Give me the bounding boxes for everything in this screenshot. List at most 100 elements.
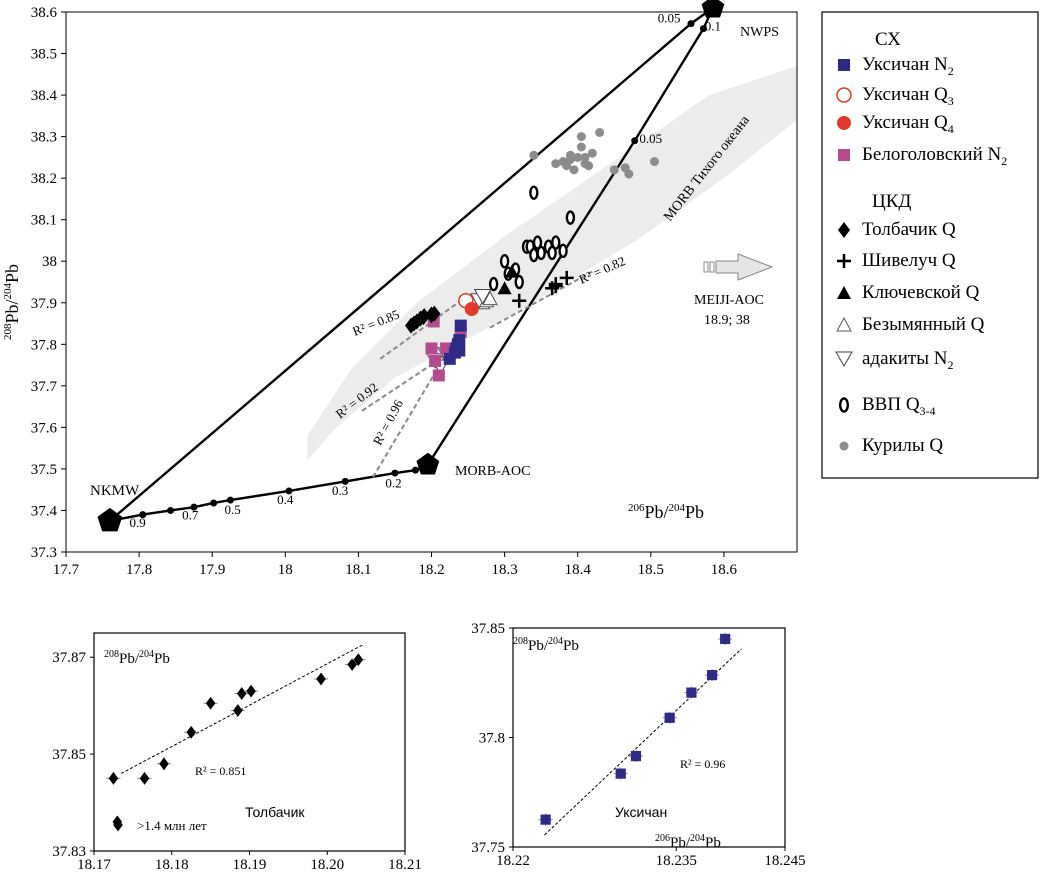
point-3-1 xyxy=(429,354,442,367)
y-tick-label-0: 37.3 xyxy=(31,545,57,561)
main-axes: 17.7 17.8 17.9 18 18.1 18.2 18.3 18.4 18.5 18.6 37… xyxy=(31,5,798,578)
y-tick-label-7: 38 xyxy=(42,254,57,270)
mixing-label-morb_nwps-0: 0.05 xyxy=(639,131,662,146)
x-tick-label-1: 17.8 xyxy=(126,562,152,578)
point-10-12 xyxy=(595,127,605,137)
point-9-4 xyxy=(514,274,524,290)
inset2-point-3 xyxy=(664,712,675,723)
point-10-18 xyxy=(580,159,590,169)
y-tick-label-4: 37.7 xyxy=(31,379,58,395)
x-tick-label-5: 18.2 xyxy=(418,562,444,578)
inset2-y-tick-label-0: 37.75 xyxy=(471,840,505,856)
mixing-label-nkmw_nwps-0: 0.05 xyxy=(658,10,681,25)
point-4-5 xyxy=(418,308,431,325)
inset2-point-6 xyxy=(720,633,731,645)
legend-label-4: Толбачик Q xyxy=(862,219,956,240)
legend-marker-9 xyxy=(838,397,850,413)
regression-r2-2: R² = 0.96 xyxy=(370,397,407,448)
inset1-point-8 xyxy=(316,672,326,686)
inset1-point-9 xyxy=(347,658,357,671)
inset1-point-5 xyxy=(233,704,243,717)
y-tick-label-11: 38.4 xyxy=(31,88,58,104)
x-tick-label-9: 18.6 xyxy=(711,562,738,578)
y-tick-label-2: 37.5 xyxy=(31,462,57,478)
mixing-label-nkmw_morb-4: 0.3 xyxy=(332,483,348,498)
mixing-tick-nkmw_morb-6 xyxy=(341,477,349,485)
legend-label-9: ВВП Q3-4 xyxy=(862,394,936,418)
inset1-x-tick-label-2: 18.19 xyxy=(233,857,267,873)
inset1-y-tick-label-0: 37.83 xyxy=(52,844,86,860)
main-y-axis-label: 208Pb/204Pb xyxy=(2,264,22,340)
inset1-point-4 xyxy=(205,696,216,710)
legend-label-text-7: Безымянный Q xyxy=(862,314,985,335)
legend-marker-5 xyxy=(837,254,851,268)
legend-label-text-6: Ключевской Q xyxy=(862,282,980,303)
legend-label-0: Уксичан N2 xyxy=(862,54,954,78)
legend-label-text-5: Шивелуч Q xyxy=(862,250,956,271)
legend-label-sub-8: 2 xyxy=(947,358,953,372)
x-tick-label-6: 18.3 xyxy=(491,562,517,578)
x-tick-label-8: 18.5 xyxy=(638,562,664,578)
inset1-point-7 xyxy=(246,684,256,698)
inset1-point-0 xyxy=(108,771,119,785)
legend-label-3: Белоголовский N2 xyxy=(862,144,1007,168)
mixing-label-nkmw_morb-1: 0.7 xyxy=(182,508,199,523)
inset2-y-tick-label-2: 37.85 xyxy=(471,621,505,637)
point-10-0 xyxy=(529,150,539,160)
point-9-1 xyxy=(499,254,510,269)
inset-tolbachik: 18.17 18.18 18.19 18.20 18.21 37.83 37.85 37.87… xyxy=(52,632,422,873)
point-5-3 xyxy=(559,270,574,285)
mixing-tick-nkmw_morb-0 xyxy=(139,511,147,519)
point-2-0 xyxy=(464,302,479,316)
point-9-12 xyxy=(551,235,561,250)
legend-marker-2 xyxy=(837,116,851,130)
inset1-y-tick-label-2: 37.87 xyxy=(52,650,86,666)
x-tick-label-3: 18 xyxy=(278,562,293,578)
legend-label-text-4: Толбачик Q xyxy=(862,219,956,240)
point-9-15 xyxy=(529,185,539,200)
inset1-point-6 xyxy=(236,687,247,700)
legend-label-5: Шивелуч Q xyxy=(862,250,956,271)
inset2-point-5 xyxy=(707,669,718,681)
mixing-tick-morb_nwps-0 xyxy=(631,137,639,145)
inset1-point-1 xyxy=(139,771,150,785)
main-chart: 0.9 0.7 0.50.40.3 0.20.050.050.1 R² = 0.85R… xyxy=(2,0,798,578)
inset1-note-marker xyxy=(113,818,123,832)
point-10-5 xyxy=(569,165,579,175)
label-nwps: NWPS xyxy=(740,25,779,40)
legend-label-sub-0: 2 xyxy=(948,64,954,78)
label-meiji: MEIJI-AOC xyxy=(694,293,764,308)
mixing-label-morb_nwps-1: 0.1 xyxy=(705,19,721,34)
y-tick-label-12: 38.5 xyxy=(31,47,57,63)
mixing-tick-nkmw_morb-3 xyxy=(210,499,218,507)
mixing-curve-nkmw_morb xyxy=(109,463,429,523)
legend-marker-10 xyxy=(839,441,849,451)
inset2-point-1 xyxy=(615,768,626,779)
mixing-label-nkmw_morb-5: 0.2 xyxy=(385,476,401,491)
inset2-y-tick-label-1: 37.8 xyxy=(479,731,505,747)
mixing-tick-nkmw_morb-2 xyxy=(190,503,198,511)
regression-line-0 xyxy=(379,299,462,360)
mixing-tick-morb_nwps-1 xyxy=(699,25,707,33)
label-nkmw: NKMW xyxy=(90,483,140,499)
x-tick-label-2: 17.9 xyxy=(199,562,225,578)
inset2-point-4 xyxy=(686,687,697,698)
regression-line-1 xyxy=(361,351,451,412)
point-4-8 xyxy=(425,307,438,324)
legend-label-text-1: Уксичан Q xyxy=(862,84,948,105)
y-tick-label-3: 37.6 xyxy=(31,420,58,436)
legend-marker-7 xyxy=(836,316,852,332)
point-7-2 xyxy=(482,290,498,306)
legend-label-2: Уксичан Q4 xyxy=(862,112,954,136)
legend-marker-3 xyxy=(838,149,850,161)
legend-label-8: адакиты N2 xyxy=(862,348,953,372)
endmember-nkmw xyxy=(97,507,123,532)
mixing-tick-nkmw_morb-8 xyxy=(411,466,419,474)
data-points xyxy=(405,127,659,382)
mixing-tick-nkmw_morb-7 xyxy=(391,469,399,477)
mixing-curves: 0.9 0.7 0.5 0.4 0.3 0.2 0.05 0.05 0.1 xyxy=(109,6,721,530)
inset2-x-tick-label-2: 18.245 xyxy=(764,853,805,869)
legend-label-text-3: Белоголовский N xyxy=(862,144,1001,165)
point-5-4 xyxy=(548,279,563,294)
